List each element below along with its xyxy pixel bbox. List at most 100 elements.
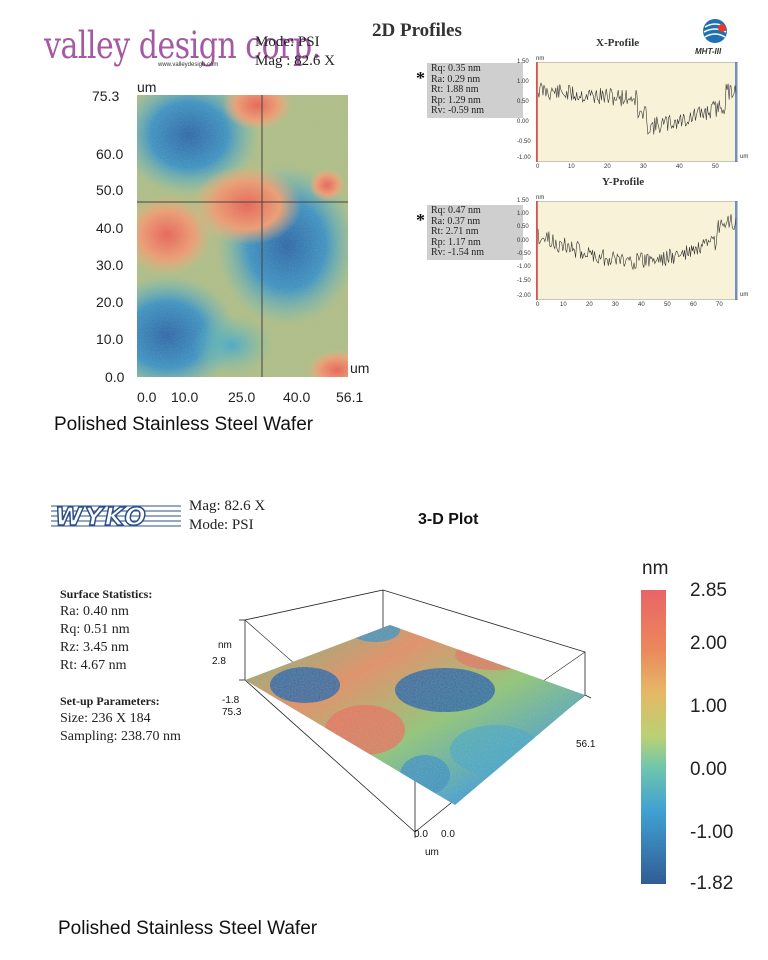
y-tick: 0.50	[517, 99, 529, 105]
plot3d-z-top: 2.8	[212, 656, 226, 667]
x-tick: 60	[690, 302, 697, 308]
x-tick: 50	[664, 302, 671, 308]
x-profile-stats: Rq: 0.35 nm Ra: 0.29 nm Rt: 1.88 nm Rp: …	[427, 63, 523, 118]
x-tick: 10	[560, 302, 567, 308]
setup-line: Sampling: 238.70 nm	[60, 729, 181, 744]
y-tick: -1.00	[517, 155, 531, 161]
x-tick: 40	[638, 302, 645, 308]
surface-stats-heading: Surface Statistics:	[60, 587, 153, 601]
contour-y-tick: 75.3	[92, 88, 120, 104]
stat-line: Rz: 3.45 nm	[60, 640, 129, 655]
plot3d-z-bottom: -1.8	[222, 695, 240, 706]
x-profile-x-ticks: 0 10 20 30 40 50	[536, 164, 738, 172]
plot3d-origin-right: 0.0	[441, 829, 455, 840]
y-profile-stats: Rq: 0.47 nm Ra: 0.37 nm Rt: 2.71 nm Rp: …	[427, 205, 523, 260]
mode-label: Mode: PSI	[255, 34, 320, 50]
y-profile-line	[537, 213, 737, 271]
mht-label: MHT-III	[695, 47, 722, 56]
wyko-mode: Mode: PSI	[189, 517, 254, 533]
y-tick: 1.50	[517, 59, 529, 65]
contour-x-tick: 40.0	[283, 389, 311, 405]
x-profile-unit-x: um	[740, 154, 749, 160]
y-tick: -2.00	[517, 293, 531, 299]
y-tick: -1.50	[517, 278, 531, 284]
y-profile-chart	[536, 201, 738, 300]
y-tick: 0.50	[517, 224, 529, 230]
valley-design-logo: valley design corp.	[44, 24, 321, 68]
stat-line: Rq: 0.47 nm	[431, 205, 481, 216]
x-tick: 20	[604, 164, 611, 170]
colorbar-label: 2.85	[690, 580, 727, 601]
bottom-caption: Polished Stainless Steel Wafer	[58, 918, 318, 939]
mag-label: Mag : 82.6 X	[255, 53, 335, 69]
colorbar-label: -1.00	[690, 822, 734, 843]
x-profile-title: X-Profile	[596, 37, 640, 49]
contour-caption: Polished Stainless Steel Wafer	[54, 414, 314, 435]
x-tick: 30	[640, 164, 647, 170]
stat-line: Rv: -1.54 nm	[431, 247, 485, 258]
contour-unit-right: um	[350, 360, 370, 376]
contour-x-tick: 56.1	[336, 389, 364, 405]
mht-badge: MHT-III	[695, 16, 745, 60]
plot3d-origin-left: 0.0	[414, 829, 428, 840]
contour-y-tick: 40.0	[96, 220, 124, 236]
surface-contour-map	[137, 95, 348, 377]
stat-line: Rp: 1.29 nm	[431, 94, 481, 106]
contour-y-tick: 10.0	[96, 331, 124, 347]
stat-line: Rv: -0.59 nm	[431, 105, 485, 116]
stat-line: Ra: 0.40 nm	[60, 604, 129, 619]
x-profile-asterisk: *	[416, 68, 425, 88]
wyko-logo: WYKO	[51, 500, 181, 536]
y-tick: 1.50	[517, 198, 529, 204]
colorbar-label: 2.00	[690, 633, 727, 654]
wyko-mag: Mag: 82.6 X	[189, 498, 266, 514]
y-tick: -0.50	[517, 251, 531, 257]
x-tick: 30	[612, 302, 619, 308]
y-tick: 1.00	[517, 211, 529, 217]
y-profile-unit-y: nm	[536, 195, 545, 201]
x-profile-chart	[536, 62, 738, 162]
x-profile-line	[537, 82, 737, 135]
y-tick: 0.00	[517, 119, 529, 125]
plot3d-z-unit: nm	[218, 640, 232, 651]
plot3d-x-max: 56.1	[576, 739, 596, 750]
x-tick: 0	[536, 164, 540, 170]
wyko-logo-text: WYKO	[54, 501, 148, 532]
stat-line: Rq: 0.51 nm	[60, 622, 130, 637]
mht-logo-icon	[703, 19, 727, 43]
y-profile-unit-x: um	[740, 292, 749, 298]
setup-parameters: Set-up Parameters: Size: 236 X 184 Sampl…	[60, 692, 181, 746]
setup-heading: Set-up Parameters:	[60, 694, 160, 708]
colorbar	[641, 590, 666, 884]
x-tick: 20	[586, 302, 593, 308]
plot3d-title: 3-D Plot	[418, 511, 479, 528]
contour-y-tick: 60.0	[96, 146, 124, 162]
x-tick: 50	[712, 164, 719, 170]
y-tick: -1.00	[517, 264, 531, 270]
y-tick: 1.00	[517, 79, 529, 85]
stat-line: Rq: 0.35 nm	[431, 63, 481, 74]
contour-y-tick: 50.0	[96, 182, 124, 198]
x-tick: 40	[676, 164, 683, 170]
plot3d-y-max: 75.3	[222, 707, 242, 718]
profiles-title: 2D Profiles	[372, 20, 462, 41]
contour-x-tick: 10.0	[171, 389, 199, 405]
stat-line: Rt: 1.88 nm	[431, 84, 479, 95]
wyko-meta: Mag: 82.6 X Mode: PSI	[189, 497, 265, 535]
stat-line: Ra: 0.29 nm	[431, 73, 481, 85]
contour-x-tick: 25.0	[228, 389, 256, 405]
setup-line: Size: 236 X 184	[60, 711, 151, 726]
contour-y-tick: 0.0	[105, 369, 125, 385]
y-tick: 0.00	[517, 238, 529, 244]
contour-x-tick: 0.0	[137, 389, 157, 405]
contour-y-tick: 30.0	[96, 257, 124, 273]
x-tick: 70	[716, 302, 723, 308]
colorbar-label: 1.00	[690, 696, 727, 717]
colorbar-unit: nm	[642, 558, 669, 579]
contour-unit-top: um	[137, 79, 157, 95]
contour-y-tick: 20.0	[96, 294, 124, 310]
plot3d-unit: um	[425, 847, 439, 858]
logo-url: www.valleydesign.com	[158, 62, 219, 68]
top-meta: Mode: PSI Mag : 82.6 X	[255, 33, 335, 71]
x-tick: 0	[536, 302, 540, 308]
